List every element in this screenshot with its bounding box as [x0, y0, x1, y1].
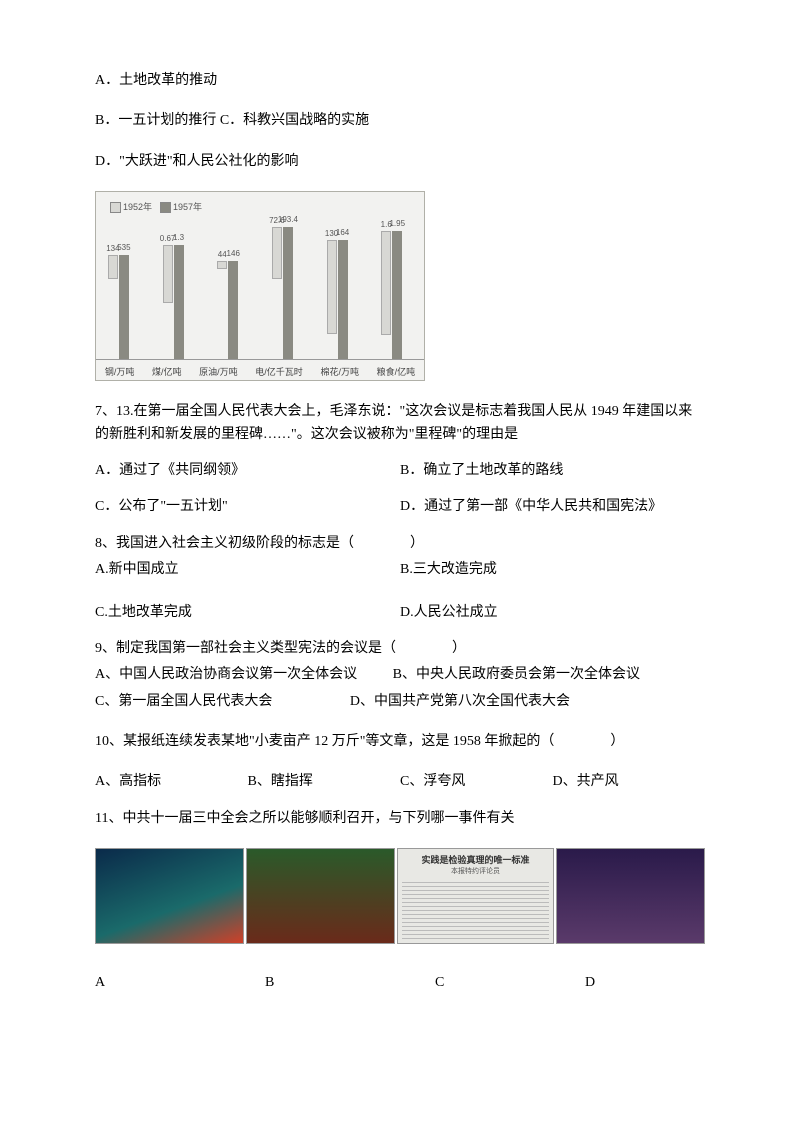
q11-answer-row: A B C D [95, 972, 705, 994]
axis-label: 电/亿千瓦时 [255, 365, 303, 378]
q11-image-a [95, 848, 244, 944]
bar-value-1957: 535 [117, 243, 130, 252]
bar-chart-1952-1957: 1952年 1957年 1345350.671.34414672.6193.41… [95, 191, 425, 381]
bar-1957: 164 [338, 240, 348, 359]
q7-opt-a: A．通过了《共同纲领》 [95, 460, 400, 482]
bar-group: 1.61.95 [374, 231, 410, 359]
axis-label: 原油/万吨 [199, 365, 238, 378]
bar-group: 134535 [100, 255, 136, 359]
legend-box-1952 [110, 202, 121, 213]
q9-opt-b: B、中央人民政府委员会第一次全体会议 [393, 667, 640, 682]
bar-1952: 1.6 [381, 231, 391, 335]
q11-image-c-caption: 实践是检验真理的唯一标准 [421, 853, 529, 866]
q10-opt-d: D、共产风 [553, 771, 706, 793]
q8-row2: C.土地改革完成 D.人民公社成立 [95, 602, 705, 624]
q8-row1: A.新中国成立 B.三大改造完成 [95, 559, 705, 581]
q11-ans-c: C [435, 972, 585, 994]
q9-stem: 9、制定我国第一部社会主义类型宪法的会议是（ ） [95, 638, 705, 660]
q11-ans-a: A [95, 972, 265, 994]
q7-stem: 7、13.在第一届全国人民代表大会上，毛泽东说："这次会议是标志着我国人民从 1… [95, 401, 705, 446]
bar-1957: 1.95 [392, 231, 402, 359]
chart-legend: 1952年 1957年 [110, 200, 202, 213]
legend-1957-label: 1957年 [173, 202, 202, 212]
bar-1957: 1.3 [174, 245, 184, 359]
axis-label: 钢/万吨 [105, 365, 135, 378]
q11-image-b [246, 848, 395, 944]
q8-opt-d: D.人民公社成立 [400, 602, 705, 624]
q11-image-row: 实践是检验真理的唯一标准 本报特约评论员 [95, 848, 705, 944]
bar-1957: 146 [228, 261, 238, 359]
q6-opt-a: A．土地改革的推动 [95, 70, 705, 92]
legend-box-1957 [160, 202, 171, 213]
q11-image-c: 实践是检验真理的唯一标准 本报特约评论员 [397, 848, 554, 944]
bar-value-1957: 1.3 [173, 233, 184, 242]
q6-opt-d: D．"大跃进"和人民公社化的影响 [95, 151, 705, 173]
q10-stem: 10、某报纸连续发表某地"小麦亩产 12 万斤"等文章，这是 1958 年掀起的… [95, 731, 705, 753]
q11-stem: 11、中共十一届三中全会之所以能够顺利召开，与下列哪一事件有关 [95, 808, 705, 830]
bar-value-1957: 193.4 [278, 215, 298, 224]
q11-image-c-sub: 本报特约评论员 [451, 866, 500, 876]
chart-axis-labels: 钢/万吨 煤/亿吨 原油/万吨 电/亿千瓦时 棉花/万吨 粮食/亿吨 [96, 365, 424, 378]
bar-value-1957: 164 [336, 228, 349, 237]
bar-group: 0.671.3 [155, 245, 191, 359]
q10-opt-b: B、瞎指挥 [248, 771, 401, 793]
bar-value-1952: 44 [218, 250, 227, 259]
q7-opt-b: B．确立了土地改革的路线 [400, 460, 705, 482]
bar-value-1957: 146 [227, 249, 240, 258]
q10-opt-a: A、高指标 [95, 771, 248, 793]
q8-stem: 8、我国进入社会主义初级阶段的标志是（ ） [95, 533, 705, 555]
q7-row2: C．公布了"一五计划" D．通过了第一部《中华人民共和国宪法》 [95, 496, 705, 518]
newspaper-lines [402, 880, 549, 939]
q11-ans-d: D [585, 972, 645, 994]
bar-1957: 535 [119, 255, 129, 359]
bar-group: 72.6193.4 [264, 227, 300, 359]
axis-label: 煤/亿吨 [152, 365, 182, 378]
legend-1952-label: 1952年 [123, 202, 152, 212]
q9-opt-d: D、中国共产党第八次全国代表大会 [350, 694, 570, 709]
q9-row1: A、中国人民政治协商会议第一次全体会议 B、中央人民政府委员会第一次全体会议 [95, 664, 705, 686]
chart-area: 1345350.671.34414672.6193.41301641.61.95 [96, 214, 424, 360]
bar-1952: 72.6 [272, 227, 282, 279]
q8-opt-b: B.三大改造完成 [400, 559, 705, 581]
q10-row: A、高指标 B、瞎指挥 C、浮夸风 D、共产风 [95, 771, 705, 793]
q9-row2: C、第一届全国人民代表大会 D、中国共产党第八次全国代表大会 [95, 691, 705, 713]
q6-opt-b-c: B．一五计划的推行 C．科教兴国战略的实施 [95, 110, 705, 132]
bar-1952: 134 [108, 255, 118, 279]
bar-1952: 44 [217, 261, 227, 269]
q9-opt-a: A、中国人民政治协商会议第一次全体会议 [95, 667, 357, 682]
bar-group: 44146 [210, 261, 246, 359]
q7-row1: A．通过了《共同纲领》 B．确立了土地改革的路线 [95, 460, 705, 482]
q7-opt-d: D．通过了第一部《中华人民共和国宪法》 [400, 496, 705, 518]
bar-1952: 130 [327, 240, 337, 334]
bar-value-1957: 1.95 [389, 219, 405, 228]
bar-1952: 0.67 [163, 245, 173, 303]
q9-opt-c: C、第一届全国人民代表大会 [95, 694, 272, 709]
q8-opt-c: C.土地改革完成 [95, 602, 400, 624]
q11-ans-b: B [265, 972, 435, 994]
bar-1957: 193.4 [283, 227, 293, 359]
q10-opt-c: C、浮夸风 [400, 771, 553, 793]
bar-group: 130164 [319, 240, 355, 359]
exam-page: A．土地改革的推动 B．一五计划的推行 C．科教兴国战略的实施 D．"大跃进"和… [0, 0, 800, 1035]
q11-image-d [556, 848, 705, 944]
axis-label: 棉花/万吨 [320, 365, 359, 378]
q7-opt-c: C．公布了"一五计划" [95, 496, 400, 518]
q8-opt-a: A.新中国成立 [95, 559, 400, 581]
axis-label: 粮食/亿吨 [377, 365, 416, 378]
